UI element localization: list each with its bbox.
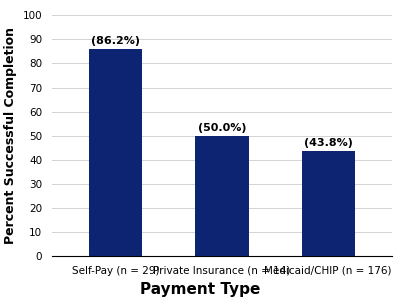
Text: Payment Type: Payment Type xyxy=(140,282,260,297)
Text: (86.2%): (86.2%) xyxy=(91,36,140,46)
Bar xyxy=(89,48,142,256)
Bar xyxy=(196,136,248,256)
Text: (50.0%): (50.0%) xyxy=(198,123,246,133)
Text: (43.8%): (43.8%) xyxy=(304,138,353,148)
Bar xyxy=(302,151,355,256)
Text: Percent Successful Completion: Percent Successful Completion xyxy=(4,27,18,244)
